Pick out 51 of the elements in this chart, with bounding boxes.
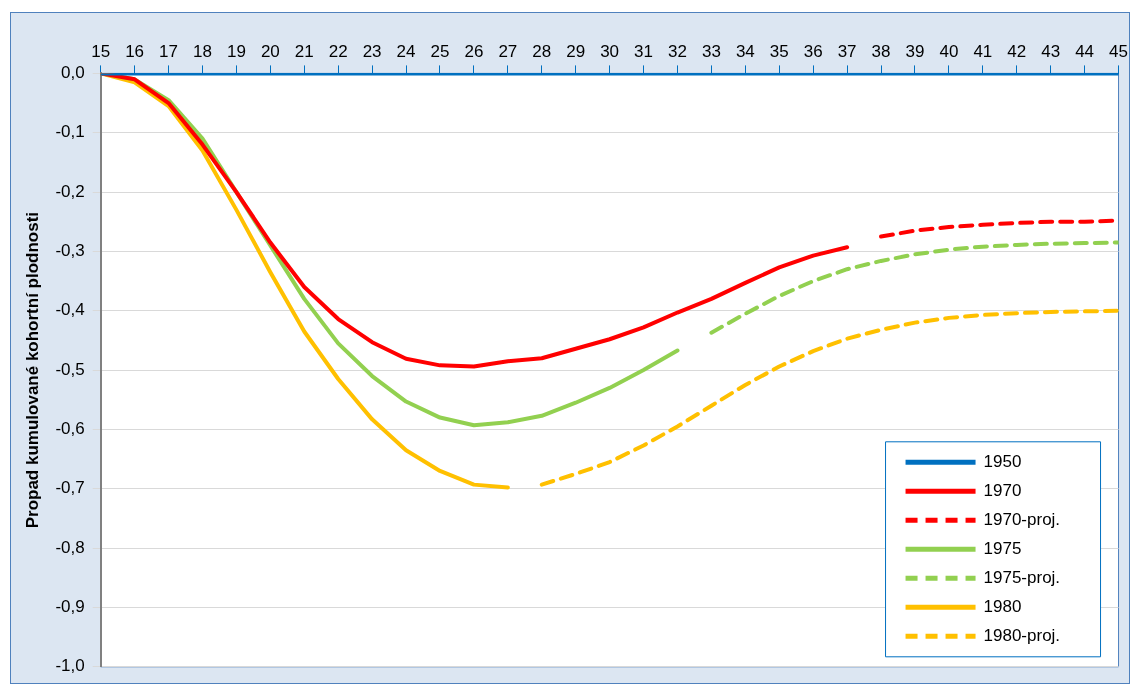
x-tick-label: 33	[701, 41, 721, 61]
y-axis-title: Propad kumulované kohortní plodnosti	[22, 211, 42, 529]
x-tick-label: 27	[498, 41, 518, 61]
x-tick-label: 34	[735, 41, 755, 61]
legend-label: 1970	[983, 480, 1022, 500]
y-tick-label: -0,5	[55, 359, 85, 379]
x-tick-label: 38	[871, 41, 891, 61]
legend-label: 1975-proj.	[983, 567, 1061, 587]
x-tick-label: 22	[328, 41, 348, 61]
x-tick-label: 15	[91, 41, 111, 61]
x-tick-label: 16	[125, 41, 145, 61]
x-tick-label: 21	[294, 41, 314, 61]
legend-label: 1970-proj.	[983, 509, 1061, 529]
x-tick-label: 30	[600, 41, 620, 61]
x-tick-label: 39	[905, 41, 925, 61]
x-tick-label: 25	[430, 41, 450, 61]
y-tick-label: -0,2	[55, 181, 85, 201]
x-tick-label: 19	[226, 41, 246, 61]
x-tick-label: 20	[260, 41, 280, 61]
x-tick-label: 26	[464, 41, 484, 61]
x-tick-label: 44	[1075, 41, 1095, 61]
x-tick-label: 40	[939, 41, 959, 61]
y-tick-label: -0,1	[55, 122, 85, 142]
x-tick-label: 41	[973, 41, 993, 61]
x-tick-label: 45	[1109, 41, 1129, 61]
x-tick-label: 28	[532, 41, 552, 61]
x-tick-label: 36	[803, 41, 823, 61]
y-tick-label: -0,6	[55, 419, 85, 439]
legend-label: 1975	[983, 538, 1022, 558]
y-tick-label: -0,3	[55, 241, 85, 261]
x-tick-label: 35	[769, 41, 789, 61]
line-series	[709, 240, 1119, 335]
legend-label: 1950	[983, 451, 1022, 471]
x-tick-label: 32	[668, 41, 687, 61]
y-tick-label: -1,0	[55, 656, 85, 676]
x-tick-label: 17	[159, 41, 179, 61]
x-tick-label: 37	[837, 41, 857, 61]
x-tick-label: 18	[193, 41, 212, 61]
legend-label: 1980	[983, 596, 1022, 616]
x-tick-label: 24	[396, 41, 416, 61]
y-tick-label: -0,9	[55, 597, 85, 617]
x-tick-label: 43	[1041, 41, 1061, 61]
y-tick-label: -0,7	[55, 478, 85, 498]
x-tick-label: 29	[566, 41, 586, 61]
x-tick-label: 31	[634, 41, 654, 61]
x-tick-label: 23	[362, 41, 382, 61]
y-tick-label: -0,4	[55, 300, 85, 320]
y-tick-label: 0,0	[61, 63, 85, 83]
y-tick-label: -0,8	[55, 537, 85, 557]
legend-label: 1980-proj.	[983, 625, 1061, 645]
x-tick-label: 42	[1007, 41, 1027, 61]
